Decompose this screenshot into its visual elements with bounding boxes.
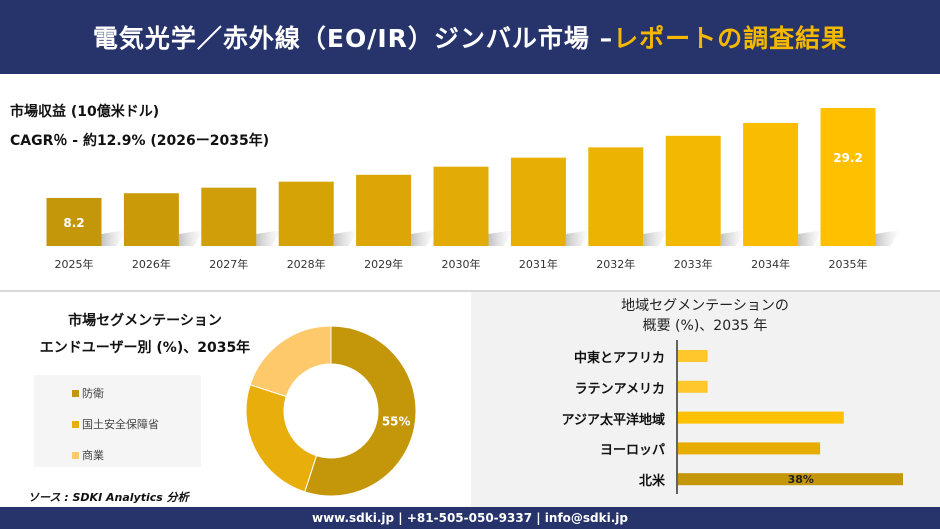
region-label: 北米	[638, 474, 665, 490]
region-data-label: 38%	[788, 473, 814, 486]
revenue-unit-label: 市場収益 (10億米ドル)	[10, 104, 160, 120]
region-label: アジア太平洋地域	[561, 412, 665, 428]
bar-data-label: 8.2	[63, 216, 84, 230]
revenue-bar	[201, 187, 257, 246]
bar-shadow	[643, 230, 669, 246]
bar-shadow	[101, 230, 127, 246]
legend-item: 防衛	[72, 385, 104, 401]
revenue-bar	[356, 174, 412, 246]
year-label: 2027年	[209, 257, 248, 271]
legend-swatch	[72, 389, 79, 397]
page-title: 電気光学／赤外線（EO/IR）ジンバル市場 – レポートの調査結果	[0, 0, 940, 74]
legend-swatch	[72, 451, 79, 459]
segment-title: 市場セグメンテーション	[68, 313, 222, 329]
regional-title: 地域セグメンテーションの 概要 (%)、2035 年	[560, 296, 850, 336]
year-label: 2035年	[829, 257, 868, 271]
revenue-bar	[123, 193, 179, 246]
bar-shadow	[333, 230, 359, 246]
donut-slice	[249, 325, 332, 398]
divider	[0, 290, 940, 292]
donut-data-label: 55%	[382, 414, 411, 428]
footer-contact: www.sdki.jp | +81-505-050-9337 | info@sd…	[0, 507, 940, 529]
revenue-bar	[588, 147, 644, 246]
year-label: 2028年	[287, 257, 326, 271]
title-main: 電気光学／赤外線（EO/IR）ジンバル市場 –	[92, 24, 614, 53]
year-label: 2033年	[674, 257, 713, 271]
source-note: ソース : SDKI Analytics 分析	[28, 491, 189, 504]
legend-item: 国土安全保障省	[72, 416, 159, 432]
revenue-bar	[820, 107, 876, 247]
revenue-bar	[278, 181, 334, 246]
year-label: 2031年	[519, 257, 558, 271]
region-label: ラテンアメリカ	[574, 381, 665, 397]
legend-item: 商業	[72, 447, 104, 463]
bar-shadow	[565, 230, 591, 246]
region-bar	[678, 350, 708, 362]
bar-shadow	[875, 230, 901, 246]
year-label: 2025年	[55, 257, 94, 271]
bar-shadow	[488, 230, 514, 246]
region-label: 中東とアフリカ	[573, 351, 665, 366]
regional-title-line1: 地域セグメンテーションの	[621, 298, 789, 314]
title-accent: レポートの調査結果	[613, 24, 848, 53]
revenue-bar-chart: 2025年 8.2 2026年 2027年 2028年 2029年 2030年 2031年 20…	[46, 107, 901, 271]
regional-title-line2: 概要 (%)、2035 年	[642, 318, 768, 334]
region-label: ヨーロッパ	[599, 443, 665, 459]
donut-legend: 防衛国土安全保障省 商業	[34, 375, 201, 467]
region-bar	[678, 411, 844, 424]
bar-shadow	[720, 230, 746, 246]
region-bar	[678, 442, 821, 455]
legend-swatch	[72, 420, 79, 428]
legend-label: 防衛	[82, 387, 104, 400]
cagr-label: CAGR％ - 約12.9% (2026ー2035年)	[10, 133, 270, 149]
region-bar	[678, 473, 903, 486]
segment-subtitle: エンドユーザー別 (%)、2035年	[39, 340, 251, 356]
year-label: 2032年	[596, 257, 635, 271]
year-label: 2034年	[751, 257, 790, 271]
regional-bar-chart: 38%	[676, 340, 903, 494]
bar-data-label: 29.2	[833, 151, 863, 165]
legend-label: 商業	[82, 449, 104, 462]
region-bar	[678, 380, 708, 393]
bar-shadow	[178, 230, 204, 246]
revenue-bar	[665, 135, 721, 246]
regional-panel	[471, 292, 940, 507]
bar-shadow	[798, 230, 824, 246]
end-user-donut-chart: 55%	[245, 325, 417, 497]
revenue-bar	[46, 197, 102, 246]
legend-label: 国土安全保障省	[82, 418, 159, 431]
revenue-bar	[743, 122, 799, 246]
year-label: 2030年	[442, 257, 481, 271]
revenue-bar	[433, 166, 489, 246]
revenue-bar	[510, 157, 566, 246]
bar-shadow	[411, 230, 437, 246]
year-label: 2026年	[132, 257, 171, 271]
donut-slice	[304, 325, 417, 497]
year-label: 2029年	[364, 257, 403, 271]
bar-shadow	[256, 230, 282, 246]
donut-slice	[245, 384, 318, 493]
